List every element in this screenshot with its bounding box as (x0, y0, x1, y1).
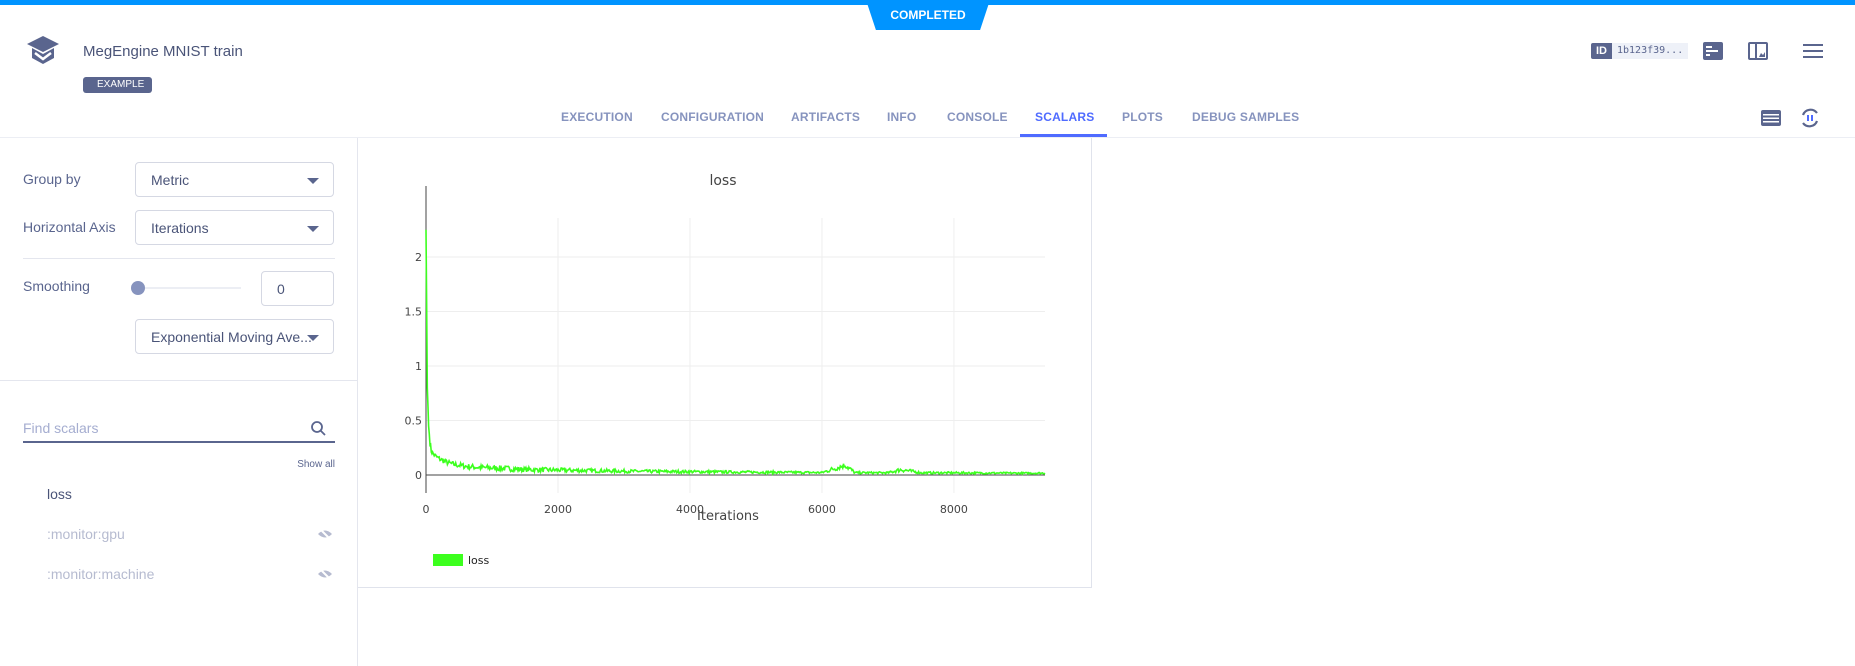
search-icon[interactable] (310, 420, 326, 436)
loss-chart[interactable]: loss 0 2000 4000 6000 8000 0 0.5 1 1.5 2 Iteratio… (358, 138, 1092, 588)
scalar-chart-panel: loss 0 2000 4000 6000 8000 0 0.5 1 1.5 2 Iteratio… (358, 138, 1092, 588)
x-tick-label: 4000 (676, 503, 704, 516)
group-by-select[interactable]: Metric (135, 162, 334, 197)
horizontal-axis-label: Horizontal Axis (23, 219, 116, 235)
x-tick-label: 2000 (544, 503, 572, 516)
chevron-down-icon (307, 178, 319, 184)
tab-configuration[interactable]: CONFIGURATION (661, 110, 765, 124)
tab-scalars[interactable]: SCALARS (1035, 110, 1095, 124)
x-axis-label: Iterations (697, 509, 759, 524)
chevron-down-icon (307, 335, 319, 341)
status-badge: COMPLETED (866, 0, 990, 30)
divider (0, 380, 358, 381)
chart-title: loss (709, 173, 736, 189)
horizontal-axis-select[interactable]: Iterations (135, 210, 334, 245)
group-by-value: Metric (151, 172, 190, 188)
smoothing-input[interactable]: 0 (261, 271, 334, 306)
x-tick-label: 8000 (940, 503, 968, 516)
y-tick-label: 0 (415, 469, 422, 482)
y-tick-label: 1 (415, 360, 422, 373)
slider-handle[interactable] (131, 281, 145, 295)
smoothing-label: Smoothing (23, 278, 90, 294)
tab-execution[interactable]: EXECUTION (561, 110, 633, 124)
y-tick-label: 1.5 (405, 306, 423, 319)
header-divider (0, 137, 1855, 138)
tab-debug-samples[interactable]: DEBUG SAMPLES (1192, 110, 1300, 124)
scalar-item-monitor-machine[interactable]: :monitor:machine (47, 566, 155, 582)
tag-badge[interactable]: EXAMPLE (83, 77, 153, 93)
series-line-loss (425, 229, 1046, 476)
x-tick-label: 6000 (808, 503, 836, 516)
tab-console[interactable]: CONSOLE (947, 110, 1008, 124)
id-value: 1b123f39... (1612, 43, 1689, 59)
id-badge[interactable]: ID 1b123f39... (1591, 43, 1689, 59)
x-tick-label: 0 (423, 503, 430, 516)
scalar-item-monitor-gpu[interactable]: :monitor:gpu (47, 526, 125, 542)
task-title: MegEngine MNIST train (83, 43, 243, 60)
eye-off-icon[interactable] (317, 567, 333, 581)
eye-off-icon[interactable] (317, 527, 333, 541)
chevron-down-icon (307, 226, 319, 232)
scalar-item-loss[interactable]: loss (47, 486, 72, 502)
find-scalars-input[interactable] (23, 415, 335, 443)
legend-label[interactable]: loss (468, 554, 490, 567)
tab-info[interactable]: INFO (887, 110, 917, 124)
y-tick-label: 0.5 (405, 415, 423, 428)
settings-panel (0, 138, 358, 666)
show-all-link[interactable]: Show all (297, 459, 335, 470)
auto-refresh-icon[interactable] (1799, 107, 1821, 129)
info-panel-icon[interactable] (1703, 42, 1723, 60)
smoothing-method-select[interactable]: Exponential Moving Ave... (135, 319, 334, 354)
group-by-label: Group by (23, 171, 81, 187)
smoothing-slider[interactable] (131, 281, 241, 295)
y-tick-label: 2 (415, 251, 422, 264)
active-tab-indicator (1020, 134, 1107, 137)
layout-icon[interactable] (1748, 42, 1768, 60)
id-label: ID (1591, 43, 1612, 59)
tab-artifacts[interactable]: ARTIFACTS (791, 110, 861, 124)
logo-icon (27, 36, 59, 64)
tab-plots[interactable]: PLOTS (1122, 110, 1164, 124)
list-view-icon[interactable] (1761, 110, 1781, 126)
menu-icon[interactable] (1803, 44, 1823, 58)
smoothing-method-value: Exponential Moving Ave... (151, 329, 312, 345)
divider (23, 258, 335, 259)
legend-swatch (433, 554, 463, 566)
horizontal-axis-value: Iterations (151, 220, 209, 236)
